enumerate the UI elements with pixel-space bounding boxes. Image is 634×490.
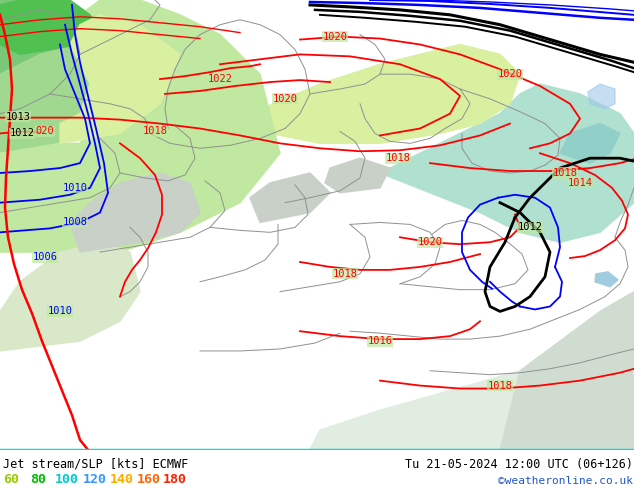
Polygon shape (0, 0, 280, 252)
Polygon shape (0, 242, 140, 351)
Text: 1013: 1013 (6, 112, 30, 122)
Polygon shape (60, 15, 180, 144)
Text: 1022: 1022 (207, 74, 233, 84)
Text: 1020: 1020 (323, 31, 347, 42)
Polygon shape (70, 173, 200, 252)
Text: 120: 120 (83, 473, 107, 486)
Polygon shape (310, 331, 634, 450)
Text: Tu 21-05-2024 12:00 UTC (06+126): Tu 21-05-2024 12:00 UTC (06+126) (404, 458, 633, 471)
Text: 140: 140 (110, 473, 134, 486)
Polygon shape (250, 45, 520, 144)
Polygon shape (560, 123, 620, 163)
Text: 1020: 1020 (273, 94, 297, 104)
Text: 1010: 1010 (63, 183, 87, 193)
Text: 1010: 1010 (48, 306, 72, 317)
Polygon shape (588, 84, 615, 109)
Text: ©weatheronline.co.uk: ©weatheronline.co.uk (498, 476, 633, 486)
Text: 1018: 1018 (552, 168, 578, 178)
Polygon shape (595, 272, 618, 287)
Text: 1012: 1012 (517, 222, 543, 232)
Text: 1006: 1006 (32, 252, 58, 262)
Text: 1020: 1020 (498, 69, 522, 79)
Text: 1018: 1018 (332, 269, 358, 279)
Polygon shape (0, 45, 120, 153)
Text: 180: 180 (163, 473, 187, 486)
Text: Jet stream/SLP [kts] ECMWF: Jet stream/SLP [kts] ECMWF (3, 458, 188, 471)
Polygon shape (0, 0, 100, 54)
Text: 020: 020 (36, 126, 55, 137)
Text: 60: 60 (3, 473, 19, 486)
Text: 1020: 1020 (418, 237, 443, 247)
Polygon shape (0, 0, 90, 74)
Text: 1018: 1018 (488, 381, 512, 391)
Text: 1016: 1016 (368, 336, 392, 346)
Polygon shape (380, 84, 634, 242)
Text: 1012: 1012 (10, 128, 34, 139)
Polygon shape (250, 173, 330, 222)
Text: 100: 100 (55, 473, 79, 486)
Polygon shape (325, 158, 390, 193)
Text: 160: 160 (136, 473, 160, 486)
Text: 80: 80 (30, 473, 46, 486)
Text: 1014: 1014 (567, 178, 593, 188)
Text: 1008: 1008 (63, 218, 87, 227)
Text: 1018: 1018 (143, 126, 167, 137)
Text: 1018: 1018 (385, 153, 410, 163)
Polygon shape (500, 292, 634, 450)
